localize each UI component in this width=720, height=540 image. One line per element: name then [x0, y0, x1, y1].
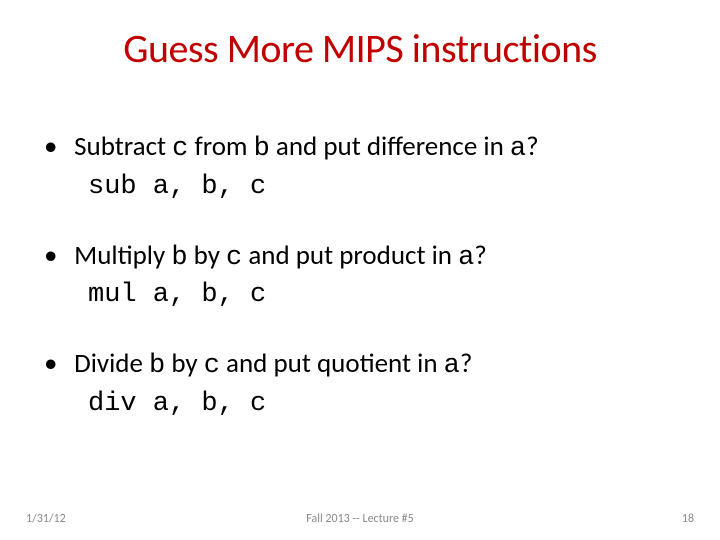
bullet-1-code-line: sub a, b, c	[88, 171, 672, 205]
footer-center: Fall 2013 -- Lecture #5	[0, 512, 720, 526]
bullet-3-code-a: a	[444, 351, 460, 381]
footer-page-number: 18	[682, 512, 694, 526]
bullet-2-code-a: a	[458, 243, 474, 273]
bullet-2: Multiply b by c and put product in a?	[48, 239, 672, 276]
bullet-1-code-b: b	[254, 134, 270, 164]
bullet-1-text-c: and put difference in	[270, 130, 510, 163]
slide: Guess More MIPS instructions Subtract c …	[0, 0, 720, 540]
bullet-2-code-b: b	[171, 243, 187, 273]
bullet-1: Subtract c from b and put difference in …	[48, 130, 672, 167]
footer: 1/31/12 Fall 2013 -- Lecture #5 18	[0, 506, 720, 526]
bullet-1-code-a: a	[510, 134, 526, 164]
bullet-3-text-a: Divide	[74, 347, 149, 380]
bullet-2-text-b: by	[188, 239, 226, 272]
bullet-3-code-b: b	[149, 351, 165, 381]
slide-body: Subtract c from b and put difference in …	[48, 130, 672, 456]
bullet-1-text-b: from	[188, 130, 253, 163]
bullet-2-code-c: c	[226, 243, 242, 273]
bullet-3-text-b: by	[165, 347, 203, 380]
bullet-1-text-a: Subtract	[74, 130, 172, 163]
bullet-3: Divide b by c and put quotient in a?	[48, 347, 672, 384]
bullet-3-code-c: c	[204, 351, 220, 381]
bullet-1-code-c: c	[172, 134, 188, 164]
slide-title: Guess More MIPS instructions	[0, 24, 720, 73]
bullet-2-text-a: Multiply	[74, 239, 171, 272]
bullet-3-code-line: div a, b, c	[88, 388, 672, 422]
bullet-2-code-line: mul a, b, c	[88, 279, 672, 313]
bullet-2-text-q: ?	[474, 239, 487, 272]
bullet-1-text-q: ?	[526, 130, 539, 163]
bullet-3-text-q: ?	[460, 347, 473, 380]
bullet-3-text-c: and put quotient in	[220, 347, 444, 380]
bullet-2-text-c: and put product in	[242, 239, 458, 272]
